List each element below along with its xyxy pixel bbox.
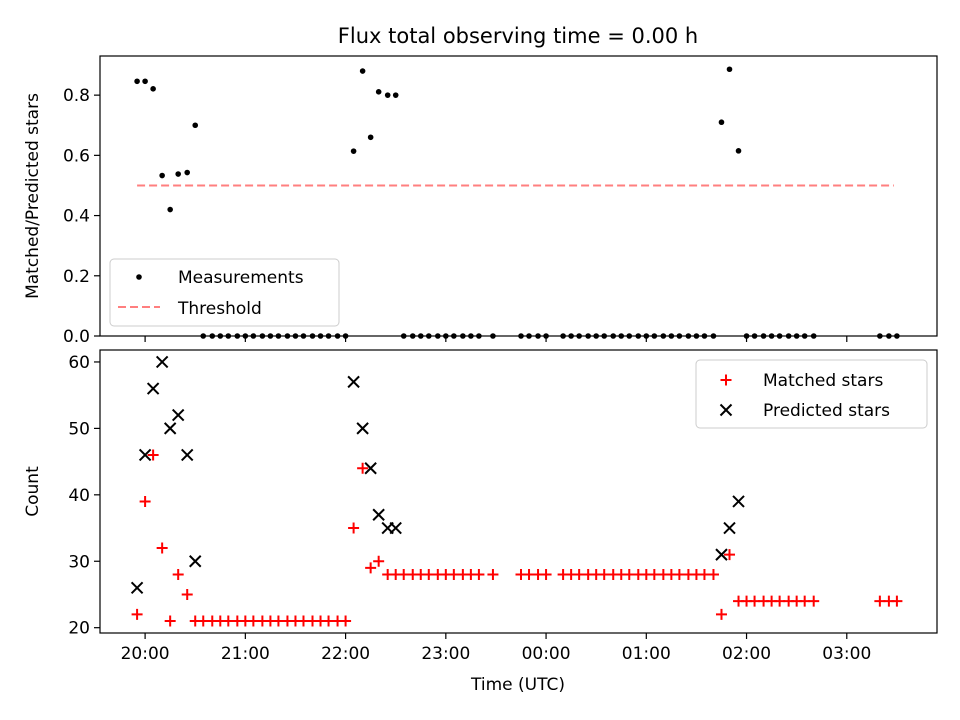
predicted-star-point — [189, 555, 202, 568]
measurement-point — [134, 78, 140, 85]
matched-star-point — [473, 569, 485, 581]
top-chart-title: Flux total observing time = 0.00 h — [338, 24, 698, 48]
x-tick-label: 00:00 — [522, 644, 571, 664]
matched-star-point — [808, 595, 820, 607]
top-y-tick-label: 0.8 — [63, 86, 90, 106]
bottom-y-tick-label: 20 — [68, 619, 90, 639]
x-axis-label: Time (UTC) — [470, 675, 565, 695]
predicted-star-point — [155, 355, 169, 369]
measurement-point — [359, 68, 366, 74]
top-legend: Measurements Threshold — [109, 258, 340, 327]
matched-star-point — [715, 608, 727, 620]
predicted-star-point — [723, 521, 736, 535]
matched-star-point — [131, 608, 143, 620]
matched-star-point — [181, 588, 193, 600]
predicted-star-point — [372, 508, 385, 521]
bottom-legend-box — [695, 359, 928, 429]
legend-matched-marker — [720, 374, 732, 386]
bottom-panel: 20:00 21:00 22:00 23:00 00:00 01:00 02:00 03:00… — [23, 349, 938, 664]
legend-threshold-label: Threshold — [177, 299, 262, 319]
matched-star-point — [707, 569, 719, 581]
legend-measurements-label: Measurements — [178, 268, 304, 288]
top-y-tick-label: 0.2 — [63, 267, 90, 287]
bottom-y-tick-label: 60 — [68, 353, 90, 373]
x-tick-label: 23:00 — [421, 644, 470, 664]
x-tick-label: 22:00 — [321, 644, 370, 664]
matched-star-point — [540, 569, 552, 581]
legend-measurements-marker — [136, 274, 142, 280]
legend-predicted-marker — [719, 403, 733, 417]
predicted-star-point — [138, 448, 152, 462]
predicted-star-point — [364, 462, 377, 475]
matched-star-point — [365, 562, 377, 574]
measurement-point — [184, 169, 191, 176]
x-tick-label: 21:00 — [221, 644, 270, 664]
measurement-point — [167, 206, 173, 213]
matched-star-point — [340, 615, 352, 627]
legend-matched-label: Matched stars — [763, 371, 883, 391]
predicted-star-point — [146, 382, 160, 395]
top-panel: 0.0 0.2 0.4 0.6 0.8 Matched/Predicted stars Me… — [23, 55, 938, 347]
predicted-star-point — [163, 422, 177, 435]
matched-star-point — [348, 522, 360, 534]
top-axes-frame — [99, 55, 938, 337]
matched-star-point — [164, 615, 176, 627]
top-y-tick-label: 0.4 — [63, 207, 90, 227]
legend-predicted-label: Predicted stars — [763, 401, 890, 421]
bottom-y-axis-label: Count — [23, 466, 43, 517]
predicted-star-point — [732, 495, 745, 508]
x-tick-label: 03:00 — [822, 644, 871, 664]
x-tick-label: 20:00 — [121, 644, 170, 664]
x-tick-label: 01:00 — [622, 644, 671, 664]
predicted-star-point — [715, 548, 728, 561]
matched-star-point — [172, 569, 184, 581]
matched-star-point — [357, 462, 369, 474]
measurement-point — [726, 66, 733, 73]
x-tick-label: 02:00 — [722, 644, 771, 664]
predicted-star-point — [171, 408, 185, 422]
matched-star-point — [147, 449, 159, 461]
measurement-point — [718, 119, 725, 126]
measurement-point — [192, 122, 199, 129]
top-y-axis-label: Matched/Predicted stars — [23, 93, 43, 299]
measurement-point — [384, 92, 391, 98]
predicted-star-point — [181, 448, 194, 462]
top-y-tick-label: 0.0 — [63, 327, 90, 347]
matched-star-point — [487, 569, 499, 581]
top-y-tick-label: 0.6 — [63, 146, 90, 166]
predicted-star-point — [130, 581, 144, 595]
measurement-point — [350, 148, 357, 154]
measurement-point — [150, 86, 156, 92]
measurement-point — [392, 92, 399, 98]
predicted-star-point — [356, 422, 369, 435]
bottom-legend: Matched stars Predicted stars — [695, 359, 928, 429]
measurement-point — [375, 89, 382, 95]
bottom-y-tick-label: 40 — [68, 486, 90, 506]
bottom-axes-frame — [99, 349, 938, 634]
matched-star-point — [156, 542, 168, 554]
measurement-point — [175, 171, 181, 177]
predicted-star-point — [389, 521, 402, 535]
matched-star-point — [373, 555, 385, 567]
matched-star-point — [139, 495, 151, 507]
measurement-point — [367, 134, 374, 141]
top-legend-box — [109, 258, 340, 327]
measurement-point — [142, 78, 148, 85]
matched-star-point — [891, 595, 903, 607]
matched-star-point — [724, 549, 736, 561]
measurement-point — [159, 172, 165, 179]
measurement-point — [735, 148, 742, 154]
predicted-star-point — [347, 375, 360, 389]
bottom-y-tick-label: 50 — [68, 419, 90, 439]
bottom-y-tick-label: 30 — [68, 552, 90, 572]
